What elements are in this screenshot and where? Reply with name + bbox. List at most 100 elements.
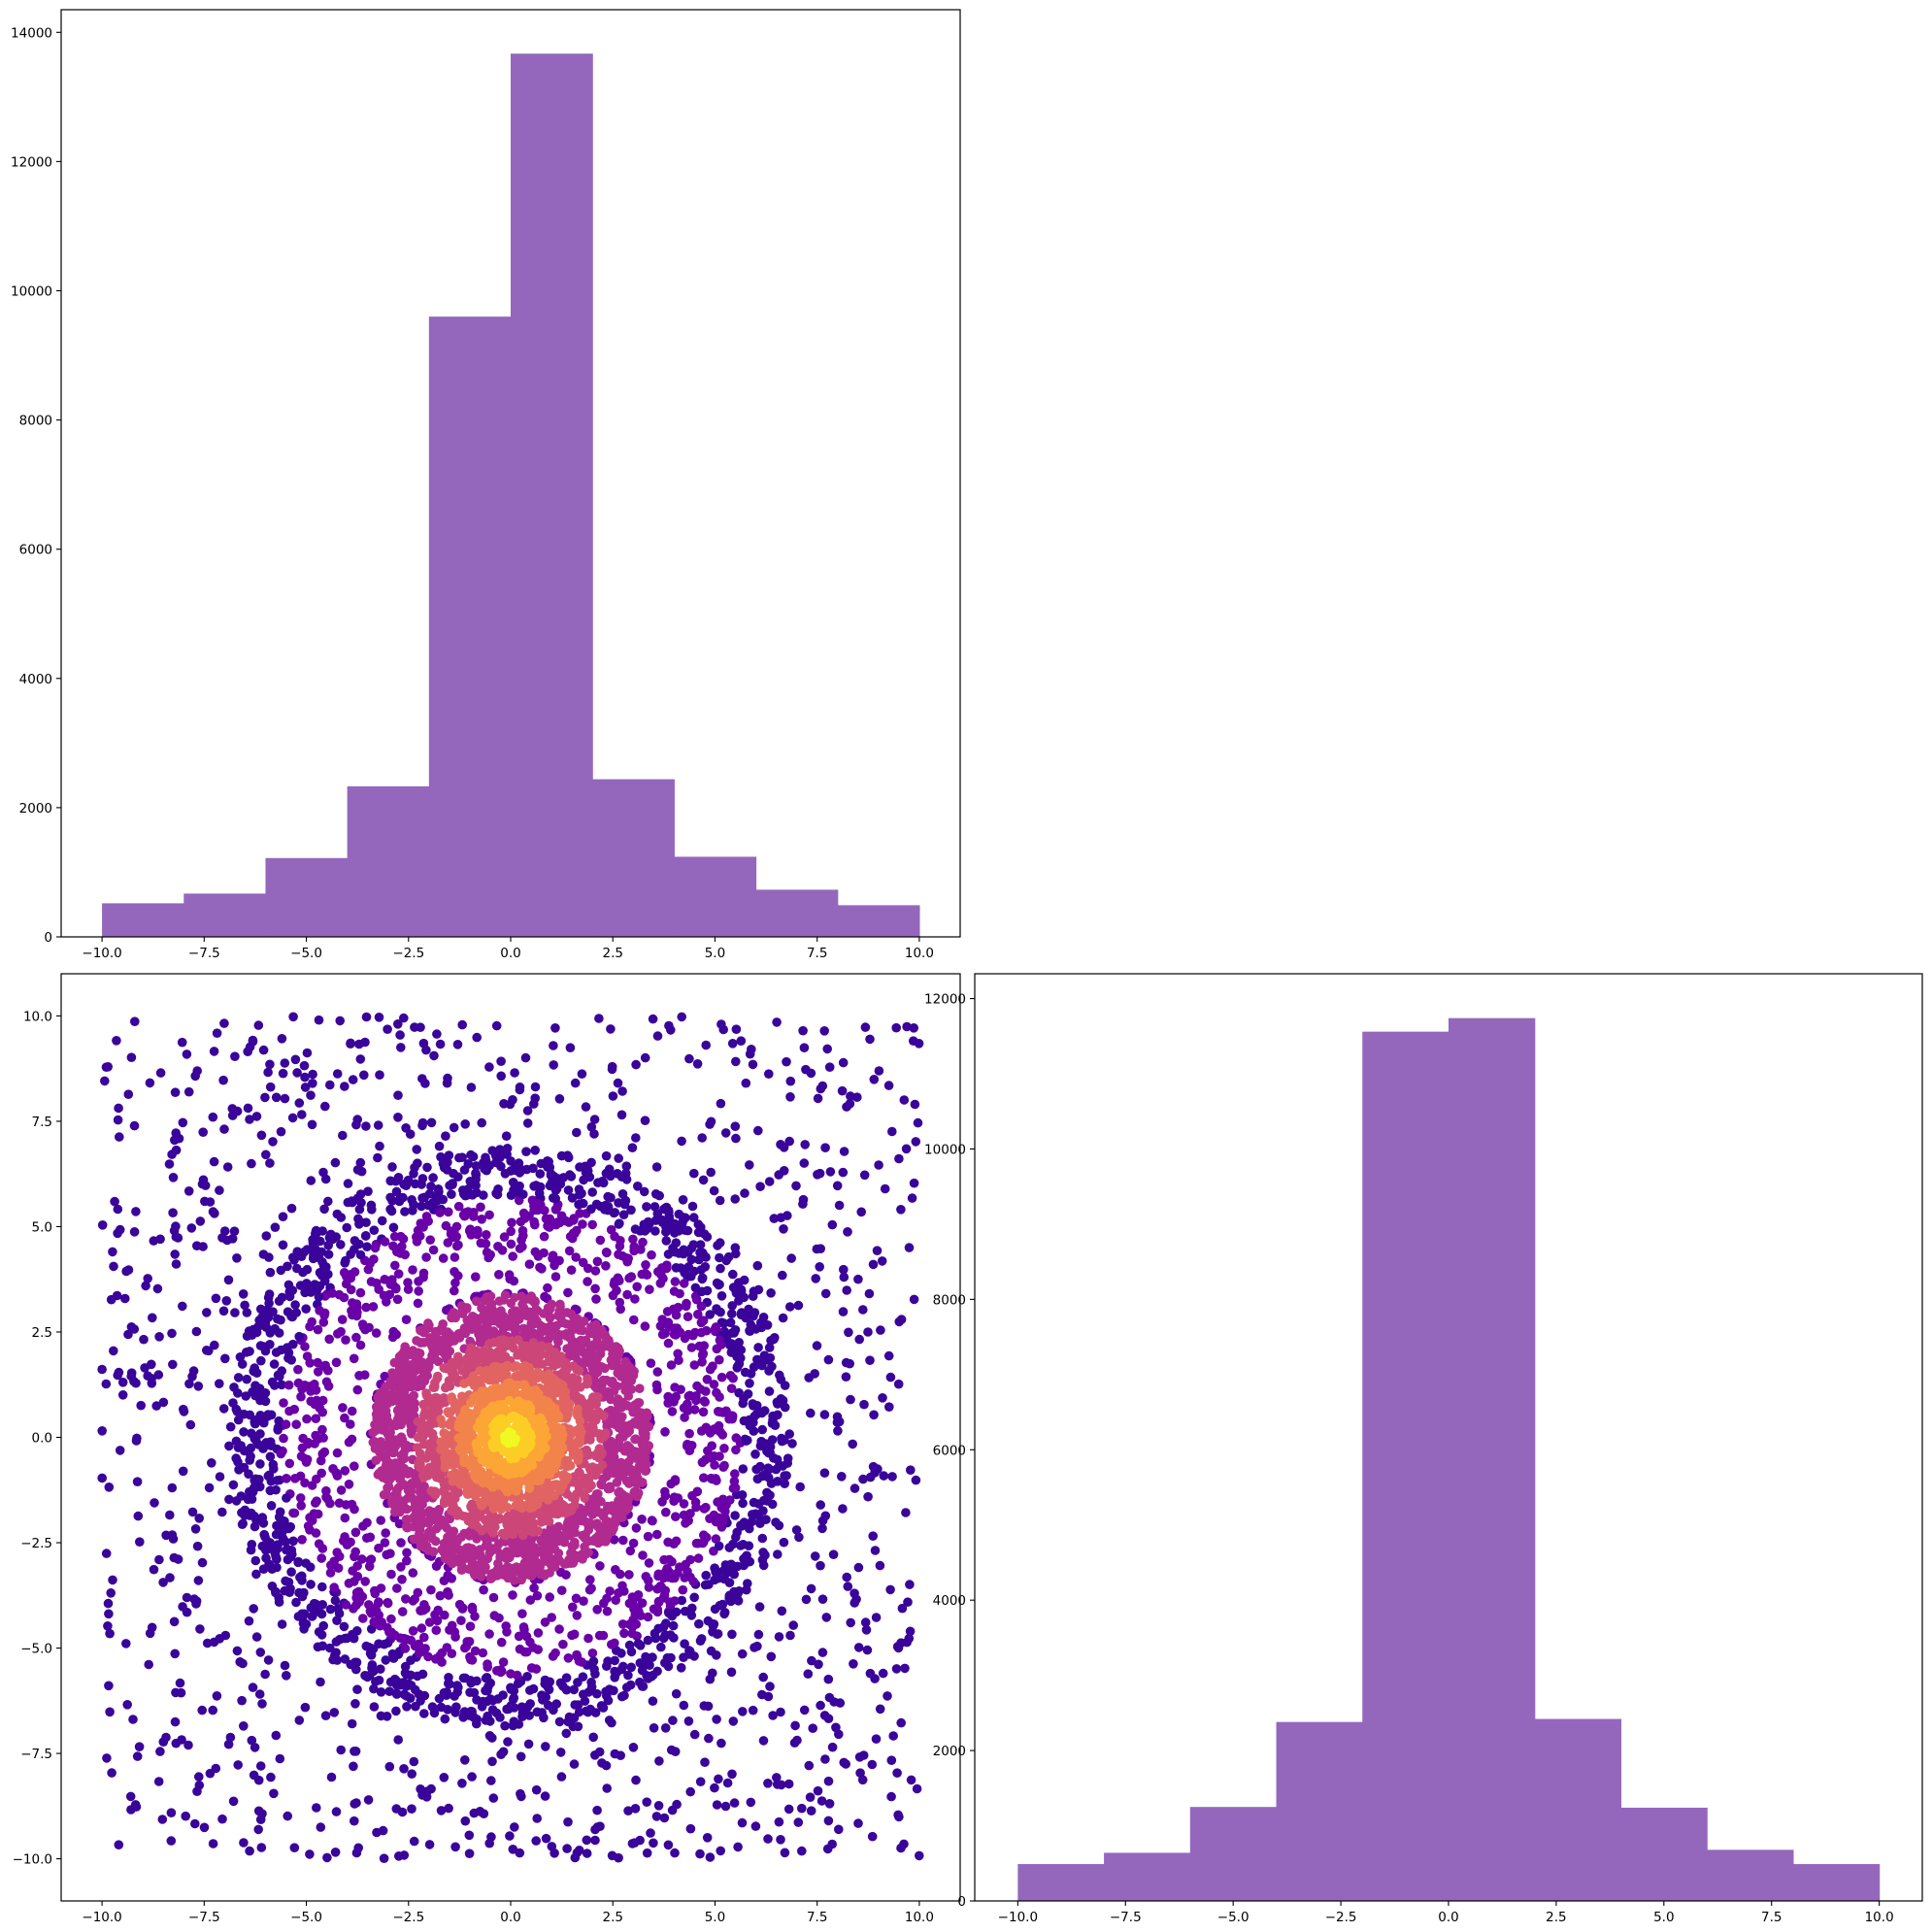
scatter-point <box>260 1669 270 1680</box>
scatter-point <box>589 1115 600 1124</box>
scatter-point <box>671 1512 681 1521</box>
scatter-point <box>467 1602 478 1613</box>
scatter-point <box>568 1602 578 1613</box>
scatter-point <box>130 1016 140 1026</box>
scatter-point <box>242 1308 252 1317</box>
scatter-point <box>663 1249 674 1259</box>
scatter-point <box>288 1339 298 1349</box>
scatter-point <box>884 1402 894 1412</box>
scatter-point <box>403 1284 414 1294</box>
scatter-point <box>674 1249 684 1258</box>
scatter-point <box>590 1750 600 1760</box>
scatter-point <box>772 1397 783 1408</box>
scatter-point <box>727 1301 737 1311</box>
scatter-point <box>691 1538 702 1549</box>
scatter-point <box>778 1270 787 1281</box>
scatter-point <box>844 1327 853 1338</box>
scatter-point <box>838 1057 849 1068</box>
scatter-point <box>313 1642 323 1652</box>
scatter-point <box>482 1230 491 1240</box>
scatter-point <box>253 1824 264 1835</box>
x-histogram-bar <box>592 779 675 937</box>
scatter-point <box>429 1382 440 1392</box>
scatter-point <box>388 1222 399 1233</box>
scatter-point <box>860 1617 871 1627</box>
scatter-point <box>663 1398 673 1408</box>
scatter-point <box>251 1112 262 1121</box>
scatter-point <box>395 1030 405 1040</box>
scatter-point <box>265 1059 275 1070</box>
scatter-point <box>832 1412 843 1422</box>
scatter-point <box>654 1190 664 1201</box>
scatter-point <box>656 1582 666 1592</box>
scatter-point <box>198 1175 209 1185</box>
scatter-point <box>719 1444 729 1453</box>
scatter-point <box>375 1070 384 1080</box>
scatter-point <box>465 1621 476 1631</box>
scatter-point <box>716 1263 725 1274</box>
scatter-point <box>408 1206 417 1216</box>
scatter-point <box>344 1480 354 1489</box>
scatter-point <box>905 1580 915 1589</box>
scatter-point <box>277 1619 287 1629</box>
scatter-point <box>306 1580 316 1589</box>
scatter-point <box>239 1721 249 1731</box>
scatter-point <box>696 1426 707 1436</box>
scatter-point <box>631 1775 641 1785</box>
scatter-point <box>858 1474 868 1484</box>
scatter-point <box>685 1554 695 1565</box>
scatter-point <box>97 1220 108 1230</box>
scatter-point <box>541 1833 551 1844</box>
scatter-point <box>657 1329 668 1340</box>
scatter-point <box>518 1231 528 1241</box>
scatter-point <box>834 1200 845 1211</box>
scatter-point <box>453 1240 463 1250</box>
scatter-point <box>161 1732 171 1743</box>
scatter-point <box>476 1202 485 1213</box>
scatter-point <box>679 1403 689 1413</box>
scatter-point <box>903 1597 913 1607</box>
scatter-point <box>207 1458 217 1468</box>
scatter-point <box>837 1085 848 1096</box>
scatter-point <box>601 1760 612 1771</box>
scatter-point <box>510 1165 519 1176</box>
scatter-point <box>530 1247 541 1257</box>
scatter-point <box>692 1486 703 1497</box>
scatter-point <box>387 1649 398 1659</box>
scatter-point <box>283 1261 292 1272</box>
scatter-point <box>423 1216 434 1226</box>
scatter-point <box>144 1659 153 1670</box>
scatter-point <box>849 1483 860 1493</box>
scatter-point <box>730 1121 741 1131</box>
scatter-point <box>467 1544 477 1553</box>
scatter-point <box>325 1568 336 1578</box>
scatter-point <box>550 1193 560 1204</box>
scatter-point <box>329 1582 340 1592</box>
scatter-point <box>516 1791 526 1802</box>
scatter-point <box>879 1471 889 1481</box>
x-histogram-ytick-label: 14000 <box>11 25 52 41</box>
scatter-point <box>347 1434 357 1445</box>
scatter-point <box>539 1713 549 1723</box>
scatter-point <box>592 1256 603 1267</box>
scatter-point <box>316 1630 327 1640</box>
scatter-point <box>438 1253 449 1263</box>
scatter-point <box>662 1307 673 1316</box>
scatter-point <box>302 1048 313 1058</box>
scatter-point <box>103 1062 113 1072</box>
scatter-point <box>712 1800 722 1810</box>
scatter-point <box>419 1376 430 1386</box>
scatter-point <box>562 1844 572 1853</box>
scatter-point <box>650 1226 660 1236</box>
scatter-point <box>687 1201 698 1212</box>
scatter-point <box>547 1613 556 1622</box>
scatter-point <box>251 1569 261 1580</box>
scatter-point <box>231 1404 242 1415</box>
scatter-point <box>694 1618 704 1629</box>
scatter-point <box>697 1286 707 1297</box>
scatter-point <box>477 1702 487 1712</box>
scatter-point <box>190 1818 200 1829</box>
scatter-point <box>300 1702 311 1713</box>
scatter-panel: −10.0 −7.5 −5.0 −2.5 0.0 2.5 5.0 7.5 10.0−10.0−7… <box>13 973 961 1925</box>
scatter-point <box>843 1227 852 1237</box>
